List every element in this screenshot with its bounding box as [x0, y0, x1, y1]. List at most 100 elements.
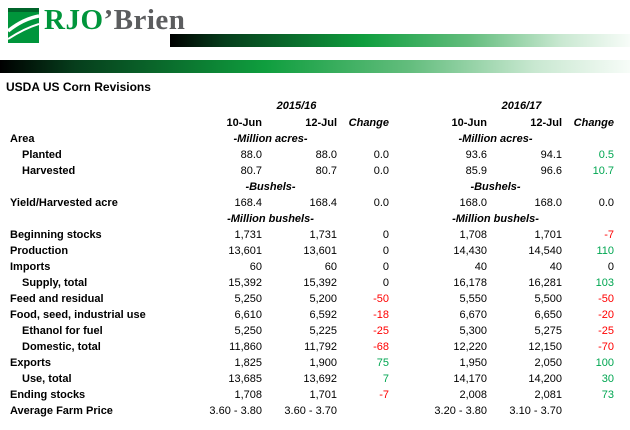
year-header-row: 2015/16 2016/17 [4, 97, 616, 114]
value-cell: 5,250 [234, 325, 262, 337]
col-header-change-right: Change [573, 116, 614, 129]
spacer-cell [391, 339, 427, 355]
spacer-cell [391, 355, 427, 371]
change-cell: -50 [598, 293, 614, 305]
change-cell: 75 [376, 357, 389, 369]
value-cell: 1,731 [234, 229, 262, 241]
col-header-jul-right: 12-Jul [530, 116, 562, 129]
change-cell: 110 [596, 245, 614, 257]
value-cell: 80.7 [240, 165, 262, 177]
value-cell: 5,200 [309, 293, 337, 305]
row-label: Production [10, 245, 69, 257]
change-cell: -25 [373, 325, 389, 337]
change-cell [564, 403, 616, 419]
value-cell: 5,500 [534, 293, 562, 305]
table-row: Supply, total 15,392 15,392 0 16,178 16,281 10… [4, 275, 616, 291]
value-cell: 40 [474, 261, 487, 273]
value-cell: 12,150 [528, 341, 562, 353]
table-row: Imports 60 60 0 40 40 0 [4, 259, 616, 275]
table-row: Exports 1,825 1,900 75 1,950 2,050 100 [4, 355, 616, 371]
unit-label-left: -Million bushels- [227, 213, 314, 225]
col-header-change-left: Change [348, 116, 389, 129]
spacer-cell [391, 211, 427, 227]
unit-label-right: -Bushels- [470, 181, 521, 193]
spacer-cell [391, 195, 427, 211]
spacer-cell [391, 323, 427, 339]
table-body: Area -Million acres- -Million acres- Plante… [4, 131, 616, 419]
change-cell: 0 [382, 229, 389, 241]
spacer-cell [391, 259, 427, 275]
value-cell: 85.9 [465, 165, 487, 177]
table-row: Domestic, total 11,860 11,792 -68 12,220 12,1… [4, 339, 616, 355]
change-cell: 73 [601, 389, 614, 401]
row-label: Imports [10, 261, 51, 273]
empty-cell [339, 211, 391, 227]
value-cell: 94.1 [540, 149, 562, 161]
change-cell: -25 [598, 325, 614, 337]
empty-cell [564, 131, 616, 147]
rjo-logo-icon [8, 8, 39, 43]
spacer-cell [391, 163, 427, 179]
value-cell: 96.6 [540, 165, 562, 177]
value-cell: 16,178 [453, 277, 487, 289]
table-row: Feed and residual 5,250 5,200 -50 5,550 5,500… [4, 291, 616, 307]
value-cell: 168.0 [459, 197, 487, 209]
change-cell: -70 [598, 341, 614, 353]
unit-row: -Million bushels- -Million bushels- [4, 211, 616, 227]
value-cell: 1,731 [309, 229, 337, 241]
value-cell: 12,220 [453, 341, 487, 353]
row-label: Harvested [22, 165, 76, 177]
change-cell: -20 [598, 309, 614, 321]
value-cell: 2,050 [534, 357, 562, 369]
value-cell: 1,825 [234, 357, 262, 369]
corn-revisions-table: 2015/16 2016/17 10-Jun 12-Jul Change 10-… [4, 97, 616, 419]
row-label [4, 211, 202, 227]
value-cell: 5,225 [309, 325, 337, 337]
value-cell: 6,670 [459, 309, 487, 321]
spacer-cell [391, 371, 427, 387]
col-header-jul-left: 12-Jul [305, 116, 337, 129]
value-cell: 3.10 - 3.70 [509, 405, 562, 417]
table-row: Ethanol for fuel 5,250 5,225 -25 5,300 5,275 -… [4, 323, 616, 339]
unit-row: Area -Million acres- -Million acres- [4, 131, 616, 147]
value-cell: 60 [249, 261, 262, 273]
value-cell: 6,592 [309, 309, 337, 321]
change-cell [339, 403, 391, 419]
value-cell: 88.0 [315, 149, 337, 161]
change-cell: 0.0 [373, 197, 389, 209]
value-cell: 11,792 [304, 341, 337, 353]
table-row: Harvested 80.7 80.7 0.0 85.9 96.6 10.7 [4, 163, 616, 179]
value-cell: 3.60 - 3.80 [209, 405, 262, 417]
header-gradient-bar-bottom [0, 60, 630, 73]
value-cell: 168.4 [309, 197, 337, 209]
unit-label-right: -Million bushels- [452, 213, 539, 225]
empty-cell [564, 211, 616, 227]
value-cell: 15,392 [303, 277, 337, 289]
row-label: Feed and residual [10, 293, 104, 305]
value-cell: 2,081 [534, 389, 562, 401]
row-label: Ethanol for fuel [22, 325, 103, 337]
rjobrien-wordmark: RJO’Brien [44, 4, 185, 37]
value-cell: 13,601 [303, 245, 337, 257]
table-row: Planted 88.0 88.0 0.0 93.6 94.1 0.5 [4, 147, 616, 163]
row-label: Yield/Harvested acre [10, 197, 118, 209]
row-label: Domestic, total [22, 341, 101, 353]
value-cell: 5,550 [459, 293, 487, 305]
table-row: Beginning stocks 1,731 1,731 0 1,708 1,701 -7 [4, 227, 616, 243]
value-cell: 11,860 [229, 341, 262, 353]
spacer-cell [391, 147, 427, 163]
spacer-cell [391, 131, 427, 147]
change-cell: -7 [379, 389, 389, 401]
value-cell: 5,300 [459, 325, 487, 337]
table-row: Use, total 13,685 13,692 7 14,170 14,200 30 [4, 371, 616, 387]
spacer-cell [391, 307, 427, 323]
table-row: Yield/Harvested acre 168.4 168.4 0.0 168.0 16… [4, 195, 616, 211]
change-cell: 30 [601, 373, 614, 385]
value-cell: 3.20 - 3.80 [434, 405, 487, 417]
value-cell: 1,708 [459, 229, 487, 241]
row-label: Exports [10, 357, 51, 369]
row-label: Average Farm Price [10, 405, 113, 417]
change-cell: 100 [595, 357, 614, 369]
change-cell: 0.0 [598, 197, 614, 209]
change-cell: 0 [382, 261, 389, 273]
